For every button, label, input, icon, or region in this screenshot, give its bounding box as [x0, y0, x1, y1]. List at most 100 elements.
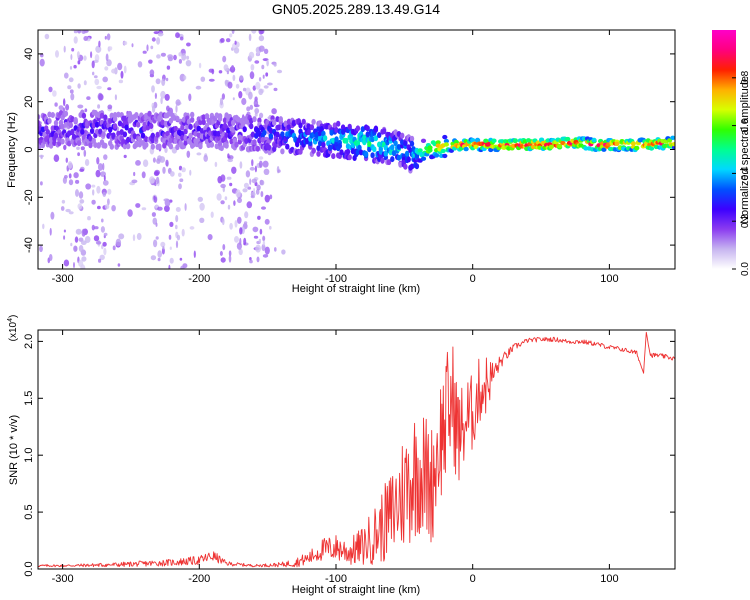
spectrogram-cell: [267, 82, 273, 86]
spectrogram-cell: [123, 65, 127, 74]
spectrogram-cell: [329, 129, 334, 136]
spectrogram-cell: [54, 102, 58, 107]
spectrogram-cell: [168, 143, 174, 150]
spectrogram-cell: [666, 138, 673, 143]
spectrogram-cell: [396, 154, 402, 161]
spectrogram-cell: [263, 168, 270, 175]
spectrogram-cell: [120, 70, 124, 79]
spectrogram-cell: [186, 150, 191, 158]
spectrogram-cell: [190, 111, 195, 118]
spectrogram-cell: [151, 85, 155, 93]
spectrogram-cell: [63, 110, 69, 117]
spectrogram-cell: [298, 122, 303, 129]
spectrogram-cell: [69, 89, 74, 94]
spectrogram-cell: [240, 121, 246, 128]
spectrogram-cell: [400, 132, 405, 139]
spectrogram-cell: [74, 236, 79, 243]
spectrogram-cell: [102, 162, 105, 171]
spectrogram-cell: [123, 41, 128, 46]
spectrogram-cell: [242, 188, 248, 193]
spectrogram-cell: [409, 135, 415, 142]
spectrogram-cell: [48, 137, 54, 143]
spectrogram-cell: [386, 159, 392, 166]
spectrogram-cell: [601, 147, 607, 152]
spectrogram-cell: [132, 234, 136, 242]
spectrogram-cell: [160, 97, 163, 105]
spectrogram-cell: [95, 45, 102, 53]
spectrogram-cell: [88, 135, 93, 142]
spectrogram-cell: [103, 175, 106, 181]
spectrogram-cell: [39, 58, 45, 67]
spectrogram-cell: [355, 149, 361, 156]
spectrogram-cell: [73, 117, 78, 123]
snr-x-ticks: -300 -200 -100 0 100: [52, 330, 619, 585]
spectrogram-cell: [64, 175, 68, 179]
spectrogram-cell: [196, 152, 202, 156]
spectrogram-cell: [178, 172, 182, 177]
spectrogram-cell: [264, 194, 270, 203]
spectrogram-cell: [347, 123, 352, 130]
spectrogram-cell: [78, 245, 84, 252]
spectrogram-cell: [151, 37, 156, 42]
spectrogram-cell: [257, 117, 262, 124]
spectrogram-cell: [103, 232, 108, 236]
spectrogram-cell: [117, 120, 123, 127]
spectrogram-cell: [443, 142, 449, 147]
spectrogram-cell: [188, 123, 193, 130]
spectrogram-cell: [75, 179, 80, 184]
spectrogram-cell: [238, 248, 243, 256]
x-tick-label: -100: [325, 273, 347, 285]
spectrogram-cell: [169, 257, 174, 264]
spectrogram-cell: [165, 77, 169, 82]
spectrogram-cell: [83, 36, 88, 41]
spectrogram-cell: [194, 120, 200, 127]
spectrogram-cell: [262, 74, 265, 79]
spectrogram-cell: [201, 119, 206, 126]
spectrogram-cell: [175, 32, 180, 39]
spectrogram-cell: [86, 96, 91, 100]
spectrogram-cell: [235, 189, 241, 198]
spectrogram-cell: [68, 173, 72, 179]
x-tick-label: 0: [470, 273, 476, 285]
spectrogram-cell: [316, 150, 321, 157]
spectrogram-cell: [144, 136, 149, 143]
spectrogram-cell: [286, 124, 292, 130]
spectrogram-cell: [136, 232, 142, 241]
spectrogram-cell: [90, 51, 93, 59]
spectrogram-cell: [115, 238, 122, 247]
spectrogram-cell: [61, 199, 66, 204]
spectrogram-cell: [68, 179, 74, 186]
spectrogram-cell: [152, 105, 156, 113]
spectrogram-cell: [278, 116, 283, 123]
spectrogram-cell: [62, 98, 66, 107]
y-tick-label: 40: [23, 48, 35, 60]
spectrogram-cell: [71, 47, 75, 52]
spectrogram-cell: [190, 116, 195, 123]
spectrogram-cell: [122, 115, 128, 122]
spectrogram-cell: [101, 244, 104, 250]
spectrogram-y-label: Frequency (Hz): [6, 112, 18, 188]
spectrogram-cell: [142, 125, 147, 132]
snr-panel: -300 -200 -100 0 100 0.0 0.5 1.0 1.5 2.0 Height …: [7, 315, 676, 596]
spectrogram-cell: [70, 54, 73, 60]
spectrogram-cell: [670, 135, 675, 140]
spectrogram-cell: [135, 203, 141, 208]
spectrogram-cell: [181, 228, 185, 237]
spectrogram-cell: [358, 149, 364, 156]
spectrogram-cell: [178, 141, 183, 148]
spectrogram-cell: [269, 225, 272, 230]
spectrogram-cell: [85, 120, 90, 127]
spectrogram-cell: [146, 44, 149, 52]
spectrogram-cell: [250, 131, 256, 138]
x-tick-label: -300: [52, 273, 74, 285]
y-tick-label: 0.0: [23, 561, 35, 576]
spectrogram-cell: [193, 250, 196, 258]
spectrogram-cell: [234, 236, 239, 243]
spectrogram-cell: [112, 245, 116, 251]
spectrogram-cell: [164, 205, 170, 213]
spectrogram-cell: [93, 59, 99, 64]
spectrogram-cell: [183, 75, 187, 80]
spectrogram-cell: [63, 235, 66, 240]
spectrogram-cell: [118, 233, 125, 240]
spectrogram-cell: [47, 111, 52, 118]
